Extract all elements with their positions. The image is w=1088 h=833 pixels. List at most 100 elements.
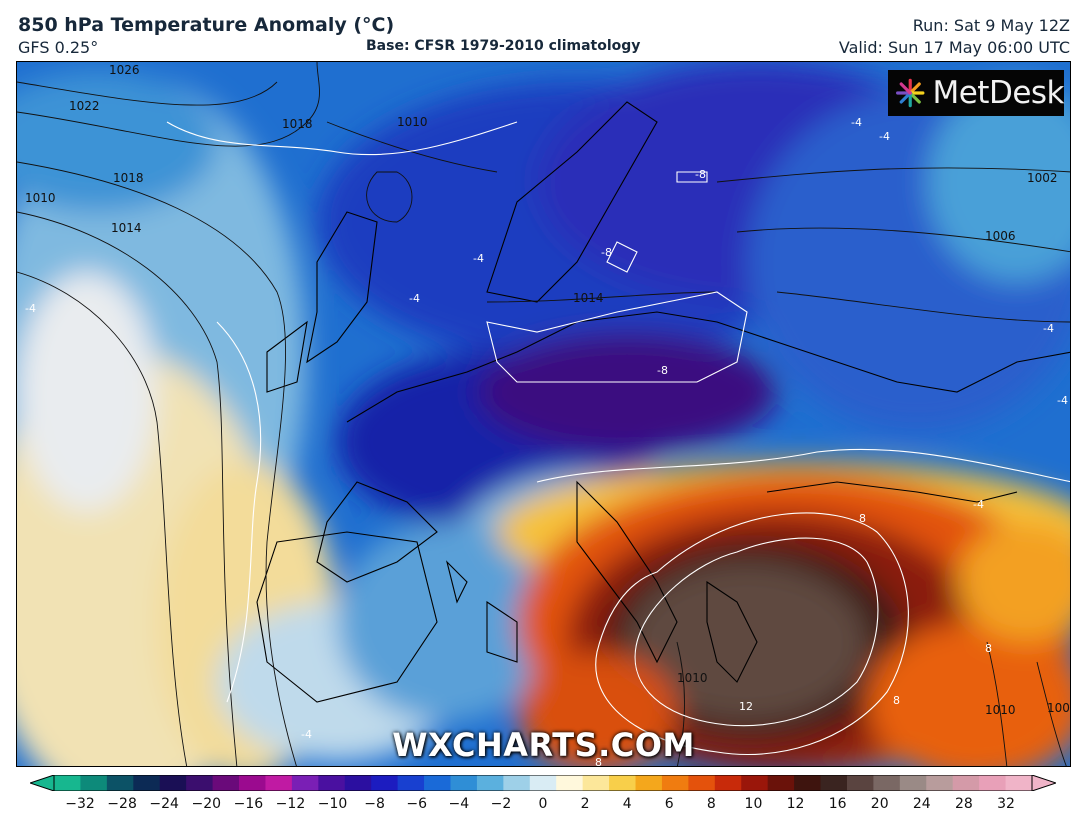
colorbar-segment: [54, 775, 82, 791]
colorbar-segment: [820, 775, 848, 791]
colorbar-segment: [952, 775, 980, 791]
colorbar-segment: [661, 775, 689, 791]
anomaly-label: 8: [859, 512, 866, 525]
anomaly-label: -4: [1043, 322, 1054, 335]
colorbar-tick-label: 2: [580, 796, 590, 812]
anomaly-label: -4: [409, 292, 420, 305]
anomaly-map[interactable]: 1026 1022 1018 1014 1010 1018 1010 1014 …: [16, 61, 1071, 767]
colorbar-tick-label: −8: [364, 796, 385, 812]
colorbar-segment: [529, 775, 557, 791]
colorbar-segment: [714, 775, 742, 791]
colorbar-segment: [979, 775, 1007, 791]
isobar-label: 1018: [282, 117, 313, 131]
colorbar-segments: [54, 775, 1033, 791]
colorbar-tick-label: −2: [490, 796, 512, 812]
colorbar-segment: [318, 775, 346, 791]
isobar-label-layer: 1026 1022 1018 1014 1010 1018 1010 1014 …: [25, 63, 1071, 717]
anomaly-label: -4: [1057, 394, 1068, 407]
colorbar-tick-label: 28: [954, 796, 973, 812]
isobar-label: 1002: [1027, 171, 1058, 185]
isobar-label: 1010: [677, 671, 708, 685]
anomaly-label: 8: [985, 642, 992, 655]
anomaly-label: -4: [473, 252, 484, 265]
colorbar-segment: [794, 775, 822, 791]
colorbar-segment: [556, 775, 584, 791]
isobar-label: 1010: [985, 703, 1016, 717]
colorbar-segment: [159, 775, 187, 791]
colorbar-tick-label: 20: [870, 796, 889, 812]
chart-title: 850 hPa Temperature Anomaly (°C): [18, 14, 395, 36]
run-time-label: Run: Sat 9 May 12Z: [912, 16, 1070, 35]
colorbar-segment: [899, 775, 927, 791]
colorbar-segment: [741, 775, 769, 791]
colorbar-tick-label: 0: [538, 796, 548, 812]
colorbar-segment: [265, 775, 293, 791]
colorbar-segment: [476, 775, 504, 791]
map-canvas: 1026 1022 1018 1014 1010 1018 1010 1014 …: [17, 62, 1071, 766]
colorbar-segment: [212, 775, 240, 791]
colorbar-right-arrow: [1031, 775, 1056, 791]
isobar-label: 1022: [69, 99, 100, 113]
valid-time-label: Valid: Sun 17 May 06:00 UTC: [838, 38, 1070, 57]
anomaly-shading: [17, 62, 1070, 766]
isobar-label: 1006: [1047, 701, 1071, 715]
colorbar-tick-label: −24: [149, 796, 179, 812]
anomaly-label: -4: [25, 302, 36, 315]
coastlines: [256, 101, 1070, 703]
colorbar-segment: [609, 775, 637, 791]
isobar-label: 1018: [113, 171, 144, 185]
anomaly-label: -8: [657, 364, 668, 377]
climatology-base-label: Base: CFSR 1979-2010 climatology: [366, 38, 641, 54]
colorbar-tick-label: −16: [233, 796, 264, 812]
colorbar-segment: [371, 775, 399, 791]
colorbar-segment: [688, 775, 716, 791]
colorbar-tick-label: 8: [706, 796, 716, 812]
anomaly-contours: [166, 121, 1070, 755]
colorbar-segment: [1005, 775, 1033, 791]
anomaly-label: -8: [695, 168, 706, 181]
anomaly-label: 12: [739, 700, 753, 713]
anomaly-label-layer: -4 -4 -4 -4 -4 -4 -4 -8 -8 -8 8 8 8 12 -…: [25, 116, 1068, 766]
anomaly-label: -4: [879, 130, 890, 143]
colorbar-tick-label: −28: [107, 796, 137, 812]
colorbar-segment: [926, 775, 954, 791]
colorbar-tick-label: 4: [622, 796, 632, 812]
isobar-label: 1026: [109, 63, 140, 77]
colorbar-segment: [635, 775, 663, 791]
colorbar-tick-label: −6: [406, 796, 428, 812]
colorbar-tick-label: −10: [317, 796, 348, 812]
colorbar-tick-label: 24: [912, 796, 931, 812]
metdesk-pinwheel-icon: [896, 78, 925, 108]
anomaly-label: 8: [893, 694, 900, 707]
colorbar-tick-label: −32: [65, 796, 95, 812]
colorbar-segment: [873, 775, 901, 791]
colorbar-segment: [106, 775, 134, 791]
isobar-label: 1006: [985, 229, 1016, 243]
isobar-label: 1010: [25, 191, 56, 205]
colorbar-segment: [133, 775, 161, 791]
colorbar-segment: [80, 775, 108, 791]
colorbar-tick-label: 6: [664, 796, 674, 812]
colorbar: [30, 775, 1056, 791]
isobar-label: 1010: [397, 115, 428, 129]
colorbar-segment: [186, 775, 214, 791]
anomaly-label: -8: [601, 246, 612, 259]
anomaly-label: -4: [301, 728, 312, 741]
colorbar-segment: [767, 775, 795, 791]
colorbar-tick-label: −20: [191, 796, 222, 812]
colorbar-segment: [503, 775, 531, 791]
colorbar-segment: [846, 775, 875, 791]
metdesk-logo-text: MetDesk: [932, 75, 1064, 111]
colorbar-tick-label: 32: [997, 796, 1015, 812]
colorbar-segment: [344, 775, 372, 791]
colorbar-tick-label: −4: [448, 796, 470, 812]
colorbar-ticks: −32 −28 −24 −20 −16 −12 −10 −8 −6 −4 −2 0 2 4 6 8 10 12 16…: [0, 796, 1088, 826]
colorbar-tick-label: 16: [828, 796, 847, 812]
isobar-label: 1014: [573, 291, 604, 305]
colorbar-tick-label: 12: [786, 796, 805, 812]
colorbar-segment: [582, 775, 610, 791]
colorbar-left-arrow: [30, 775, 55, 791]
colorbar-tick-label: −12: [275, 796, 306, 812]
colorbar-segment: [450, 775, 478, 791]
metdesk-logo[interactable]: MetDesk: [888, 70, 1064, 116]
